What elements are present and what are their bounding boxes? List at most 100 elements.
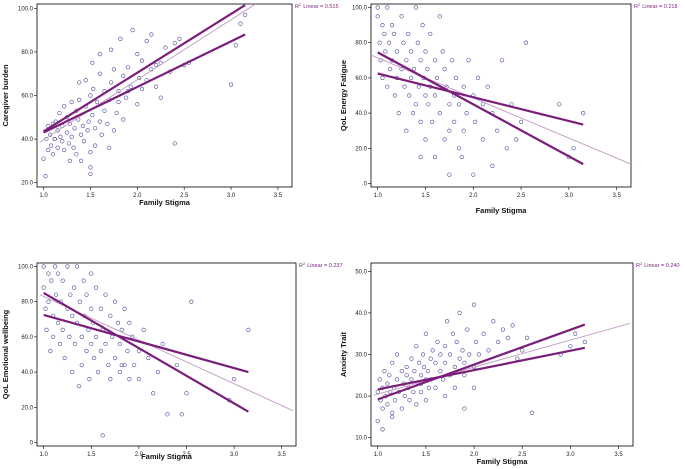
chart-panel-3: 1.0 1.5 2.0 2.5 3.0 3.5 0 20.0 40.0 60.0 80.0 100.0… (1, 261, 343, 461)
data-point (480, 102, 485, 107)
data-point (153, 62, 159, 68)
data-point (443, 393, 448, 399)
r2-symbol: R (634, 4, 638, 10)
data-point (464, 110, 469, 116)
data-point (67, 158, 72, 163)
y-axis-label: QoL Emotional wellbeing (1, 309, 10, 399)
data-point (496, 339, 501, 345)
data-point (163, 45, 168, 50)
data-point (111, 67, 116, 72)
data-point (108, 377, 113, 382)
x-tick-label: 3.0 (565, 193, 574, 199)
data-point (76, 384, 81, 389)
data-point (93, 285, 99, 290)
x-tick-label: 3.5 (614, 452, 623, 458)
data-point (391, 31, 397, 37)
data-point (72, 285, 77, 290)
data-point (228, 82, 234, 87)
data-point (402, 84, 407, 89)
data-point (471, 172, 476, 177)
data-point (437, 14, 442, 19)
data-point (57, 110, 62, 116)
data-point (430, 348, 435, 353)
data-point (139, 86, 145, 92)
data-point (416, 84, 421, 89)
data-point (465, 327, 470, 332)
data-point (46, 271, 51, 276)
y-axis-label: Anxiety Trait (339, 331, 348, 377)
data-point (387, 373, 392, 378)
chart-panel-2: 1.0 1.5 2.0 2.5 3.0 3.5 .0 20.0 40.0 60.0 80.0 100.… (339, 2, 678, 215)
data-point (460, 348, 465, 353)
data-point (385, 5, 390, 10)
data-point (471, 385, 477, 390)
data-point (121, 117, 126, 122)
data-point (466, 58, 471, 63)
data-point (49, 278, 54, 283)
data-point (127, 377, 132, 382)
y-tick-label: 0 (30, 440, 34, 446)
data-point (107, 145, 112, 150)
data-point (128, 84, 133, 89)
data-point (110, 334, 115, 340)
data-point (387, 40, 392, 45)
data-point (77, 97, 82, 102)
data-point (97, 119, 102, 124)
data-point (500, 327, 506, 332)
data-point (385, 84, 390, 89)
x-axis-label: Family Stigma (141, 452, 193, 461)
data-point (581, 110, 586, 116)
data-point (55, 145, 60, 150)
data-point (238, 21, 243, 26)
data-point (388, 67, 393, 72)
data-point (402, 393, 407, 399)
r2-label: R2 Linear = 0.218 (634, 2, 678, 10)
data-point (524, 335, 530, 340)
data-point (41, 264, 46, 269)
data-point (457, 310, 462, 316)
data-point (89, 271, 94, 276)
data-point (112, 299, 118, 304)
data-point (172, 141, 177, 146)
data-point (79, 362, 84, 368)
data-point (418, 58, 423, 63)
data-point (377, 377, 382, 382)
y-tick-label: 60.0 (355, 76, 367, 82)
data-point (85, 128, 90, 133)
r2-value: Linear = 0.515 (303, 4, 338, 10)
data-point (94, 99, 100, 105)
y-tick-label: 10.0 (355, 436, 367, 442)
data-point (174, 362, 180, 368)
x-tick-label: 2.5 (517, 193, 526, 199)
ci-lower-line (377, 51, 584, 166)
data-point (153, 84, 159, 89)
data-point (69, 134, 74, 139)
data-point (46, 299, 51, 304)
plot-area (371, 5, 631, 177)
data-point (404, 58, 409, 63)
data-point (46, 147, 51, 153)
y-tick-label: .0 (362, 181, 368, 187)
data-point (433, 385, 438, 390)
data-point (108, 80, 114, 85)
data-point (476, 352, 481, 357)
data-point (411, 389, 416, 395)
data-point (158, 95, 163, 100)
chart-panel-1: 1.0 1.5 2.0 2.5 3.0 3.5 20.0 40.0 60.0 80.0 100.0 F… (1, 2, 339, 207)
data-point (425, 67, 430, 72)
data-point (375, 389, 380, 395)
data-point (444, 84, 449, 89)
y-tick-label: 100.0 (18, 6, 34, 12)
data-point (151, 391, 156, 396)
r2-label: R2 Linear = 0.237 (299, 261, 343, 269)
data-point (401, 40, 406, 45)
data-point (462, 373, 467, 378)
data-point (407, 93, 412, 98)
data-point (409, 49, 414, 54)
data-point (399, 406, 404, 411)
data-point (443, 344, 448, 349)
data-point (409, 356, 414, 361)
x-tick-label: 1.0 (374, 193, 383, 199)
data-point (97, 52, 102, 57)
data-point (62, 104, 67, 109)
